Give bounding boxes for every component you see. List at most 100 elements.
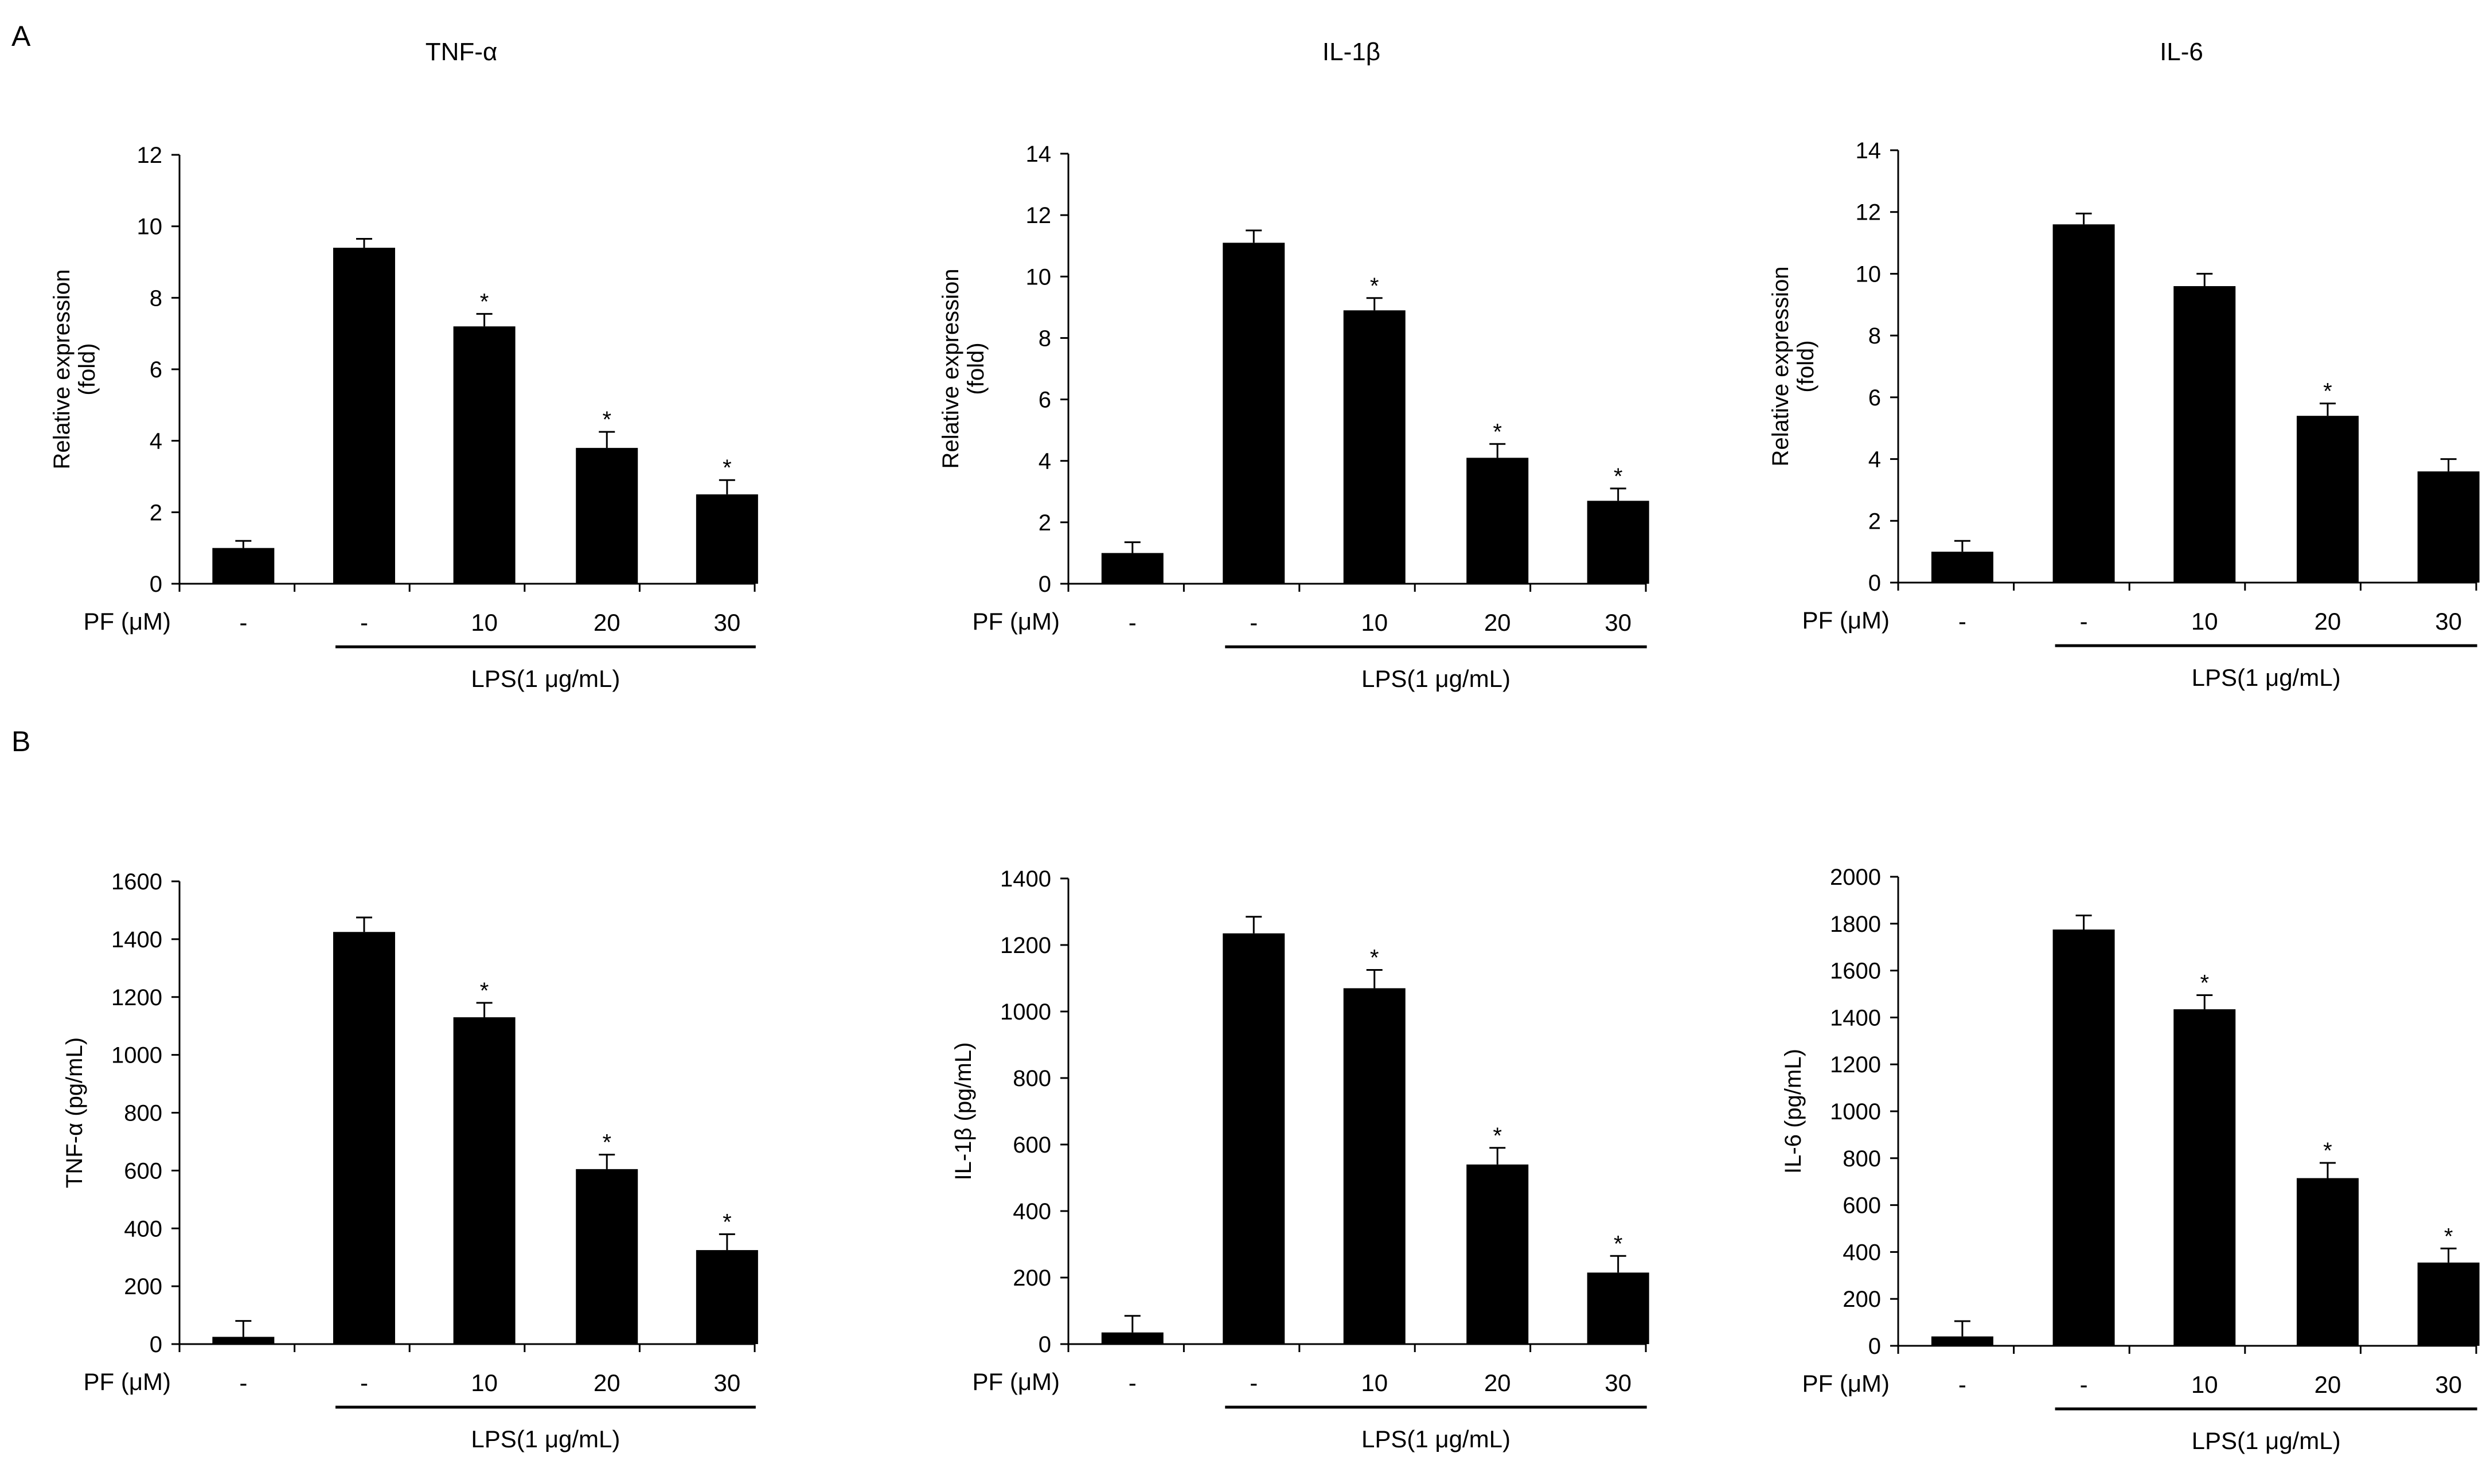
x-category-label: 10 <box>2191 1371 2218 1398</box>
significance-marker: * <box>2200 971 2209 996</box>
bar <box>576 448 638 584</box>
y-tick-label: 1600 <box>111 869 162 895</box>
y-tick-label: 0 <box>1868 571 1881 596</box>
y-axis-label-unit: (fold) <box>1793 340 1818 392</box>
significance-marker: * <box>1614 1231 1623 1256</box>
y-tick-label: 4 <box>1039 449 1051 474</box>
bar <box>453 1017 516 1344</box>
x-category-label: 30 <box>2435 608 2462 635</box>
significance-marker: * <box>602 1130 611 1155</box>
bar <box>333 248 395 584</box>
y-tick-label: 0 <box>1039 1332 1051 1357</box>
significance-marker: * <box>1614 464 1623 489</box>
chart-4: 0 200 400 600 800 1000 1200 1400 1600 TNF-α (pg/m… <box>62 869 758 1452</box>
x-category-label: 30 <box>713 1369 740 1396</box>
panel-label-a: A <box>11 20 31 52</box>
x-category-label: - <box>239 609 247 636</box>
y-tick-label: 600 <box>1013 1132 1051 1158</box>
y-tick-label: 6 <box>1868 385 1881 411</box>
x-category-label: 20 <box>594 1369 620 1396</box>
chart-5: 0 200 400 600 800 1000 1200 1400 IL-1β (pg/mL) - -… <box>951 866 1649 1452</box>
y-tick-label: 800 <box>1843 1146 1881 1171</box>
bar <box>2173 1009 2236 1346</box>
lps-label: LPS(1 μg/mL) <box>1361 1426 1511 1452</box>
x-category-label: 30 <box>713 609 740 636</box>
y-tick-label: 1400 <box>1000 866 1051 892</box>
significance-marker: * <box>1493 419 1502 444</box>
y-axis-label: Relative expression <box>49 269 75 469</box>
significance-marker: * <box>480 289 489 314</box>
chart-title: IL-1β <box>1322 38 1380 66</box>
y-tick-label: 8 <box>1868 323 1881 349</box>
lps-label: LPS(1 μg/mL) <box>2192 664 2341 691</box>
significance-marker: * <box>602 407 611 432</box>
x-category-label: - <box>239 1369 247 1396</box>
bar <box>696 1250 758 1344</box>
x-category-label: - <box>2080 1371 2088 1398</box>
bar <box>2296 1178 2359 1346</box>
y-tick-label: 6 <box>1039 388 1051 413</box>
x-category-label: 30 <box>1605 1369 1632 1396</box>
bar <box>333 932 395 1344</box>
y-tick-label: 1200 <box>1830 1052 1881 1077</box>
significance-marker: * <box>1370 946 1379 971</box>
y-axis-label: IL-1β (pg/mL) <box>951 1042 976 1181</box>
y-tick-label: 200 <box>124 1274 162 1299</box>
x-category-label: 30 <box>2435 1371 2462 1398</box>
y-tick-label: 1400 <box>111 927 162 952</box>
significance-marker: * <box>2323 379 2332 404</box>
x-category-label: 10 <box>1361 609 1388 636</box>
y-tick-label: 2000 <box>1830 865 1881 890</box>
y-tick-label: 600 <box>124 1158 162 1184</box>
bar <box>2417 1262 2480 1346</box>
y-axis-label: TNF-α (pg/mL) <box>62 1037 87 1188</box>
x-category-label: - <box>1129 1369 1137 1396</box>
y-tick-label: 200 <box>1843 1287 1881 1312</box>
significance-marker: * <box>2323 1138 2332 1163</box>
y-tick-label: 800 <box>1013 1066 1051 1091</box>
lps-label: LPS(1 μg/mL) <box>1361 665 1511 692</box>
bar <box>696 494 758 584</box>
chart-1: TNF-α 0 2 4 6 8 10 12 Relative expression (fold) -… <box>49 38 758 692</box>
y-tick-label: 200 <box>1013 1266 1051 1291</box>
y-tick-label: 10 <box>1856 261 1882 287</box>
bar <box>576 1169 638 1344</box>
bar <box>1223 933 1285 1344</box>
x-category-label: - <box>360 1369 368 1396</box>
chart-title: TNF-α <box>426 38 498 66</box>
bar <box>212 548 275 584</box>
y-tick-label: 14 <box>1856 138 1882 163</box>
x-category-label: 30 <box>1605 609 1632 636</box>
y-tick-label: 2 <box>1868 509 1881 534</box>
y-tick-label: 12 <box>1026 203 1052 228</box>
y-tick-label: 14 <box>1026 142 1052 167</box>
bar <box>1466 458 1529 584</box>
chart-6: 0 200 400 600 800 1000 1200 1400 1600 1800 2000 IL-… <box>1781 865 2480 1454</box>
x-category-label: 10 <box>471 609 498 636</box>
significance-marker: * <box>723 1209 732 1235</box>
bar <box>1343 310 1406 584</box>
significance-marker: * <box>723 455 732 481</box>
lps-label: LPS(1 μg/mL) <box>471 1426 620 1452</box>
y-tick-label: 1200 <box>1000 933 1051 958</box>
x-category-label: - <box>2080 608 2088 635</box>
x-category-label: - <box>1958 1371 1966 1398</box>
y-axis-label: IL-6 (pg/mL) <box>1781 1049 1806 1174</box>
x-category-label: 10 <box>1361 1369 1388 1396</box>
chart-3: IL-6 0 2 4 6 8 10 12 14 Relative expression (fold)… <box>1768 38 2480 691</box>
significance-marker: * <box>1370 274 1379 299</box>
y-tick-label: 1200 <box>111 985 162 1010</box>
y-axis-label: Relative expression <box>1768 266 1793 466</box>
y-tick-label: 400 <box>1843 1240 1881 1265</box>
chart-title: IL-6 <box>2160 38 2203 66</box>
bar <box>2052 224 2115 583</box>
significance-marker: * <box>1493 1123 1502 1149</box>
y-tick-label: 12 <box>137 143 163 168</box>
pf-row-label: PF (μM) <box>1802 1370 1890 1397</box>
pf-row-label: PF (μM) <box>1802 607 1890 634</box>
y-tick-label: 1000 <box>1000 999 1051 1025</box>
bar <box>1587 501 1649 584</box>
lps-label: LPS(1 μg/mL) <box>2192 1427 2341 1454</box>
y-tick-label: 0 <box>1868 1334 1881 1359</box>
